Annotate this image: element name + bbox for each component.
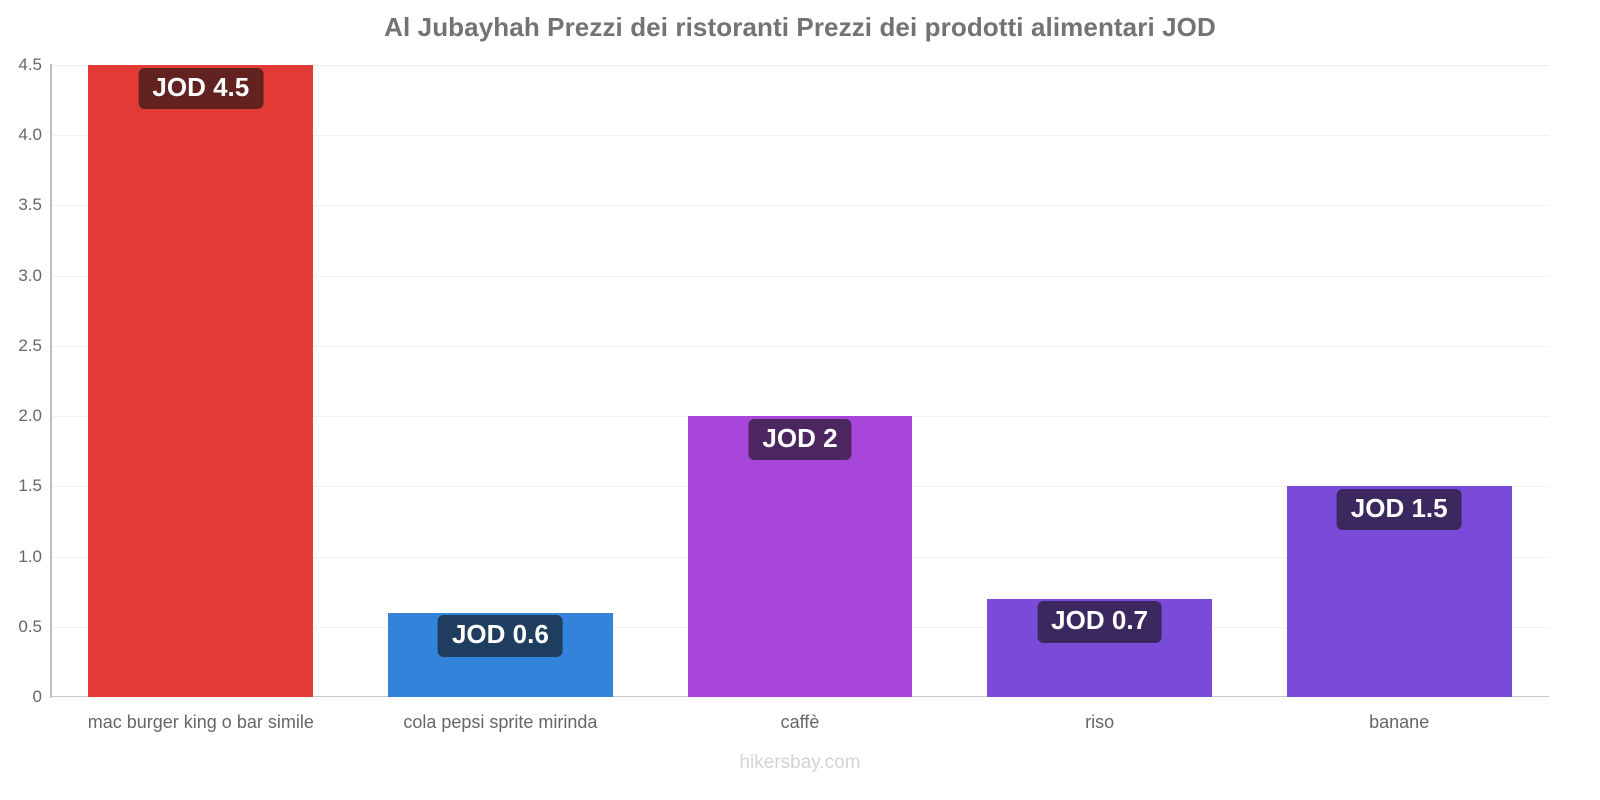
bar[interactable] [88,65,314,697]
x-category-label: caffè [780,712,820,732]
gridline [51,205,1549,207]
bar-value-label: JOD 2 [748,418,852,461]
y-tick-label: 1.0 [18,546,42,566]
bar-group[interactable]: JOD 1.5 [1249,65,1549,697]
y-tick-label: 0.5 [18,616,42,636]
gridline [51,135,1549,137]
x-category-label: cola pepsi sprite mirinda [403,712,598,732]
y-tick-label: 2.0 [18,406,42,426]
gridline [51,345,1549,347]
y-tick-label: 3.5 [18,195,42,215]
gridline [51,65,1549,66]
bar-group[interactable]: JOD 0.6 [351,65,651,697]
y-tick-label: 0 [32,687,42,706]
y-tick-label: 4.5 [18,55,42,74]
gridline [51,275,1549,277]
y-tick-label: 4.0 [18,125,42,145]
source-watermark: hikersbay.com [739,752,861,773]
bar-series: JOD 4.5 JOD 0.6 JOD 2 JOD 0.7 JOD 1.5 [51,65,1549,697]
x-category-label: banane [1369,712,1430,732]
y-tick-label: 1.5 [18,476,42,496]
bar-group[interactable]: JOD 0.7 [950,65,1250,697]
x-axis-category-labels: mac burger king o bar simile cola pepsi s… [51,712,1549,742]
bar-value-label: JOD 0.7 [1037,601,1163,643]
x-category-label: riso [1085,712,1115,732]
y-tick-label: 2.5 [18,335,42,355]
bar-value-label: JOD 4.5 [138,67,264,109]
x-category-label: mac burger king o bar simile [87,712,314,732]
bar-group[interactable]: JOD 2 [650,65,950,697]
y-tick-label: 3.0 [18,265,42,285]
bar-value-label: JOD 1.5 [1336,489,1462,531]
chart-title: Al Jubayhah Prezzi dei ristoranti Prezzi… [384,12,1216,42]
bar[interactable] [687,416,913,697]
bar-group[interactable]: JOD 4.5 [51,65,351,697]
bar-value-label: JOD 0.6 [437,615,563,657]
y-axis-line [50,64,52,698]
